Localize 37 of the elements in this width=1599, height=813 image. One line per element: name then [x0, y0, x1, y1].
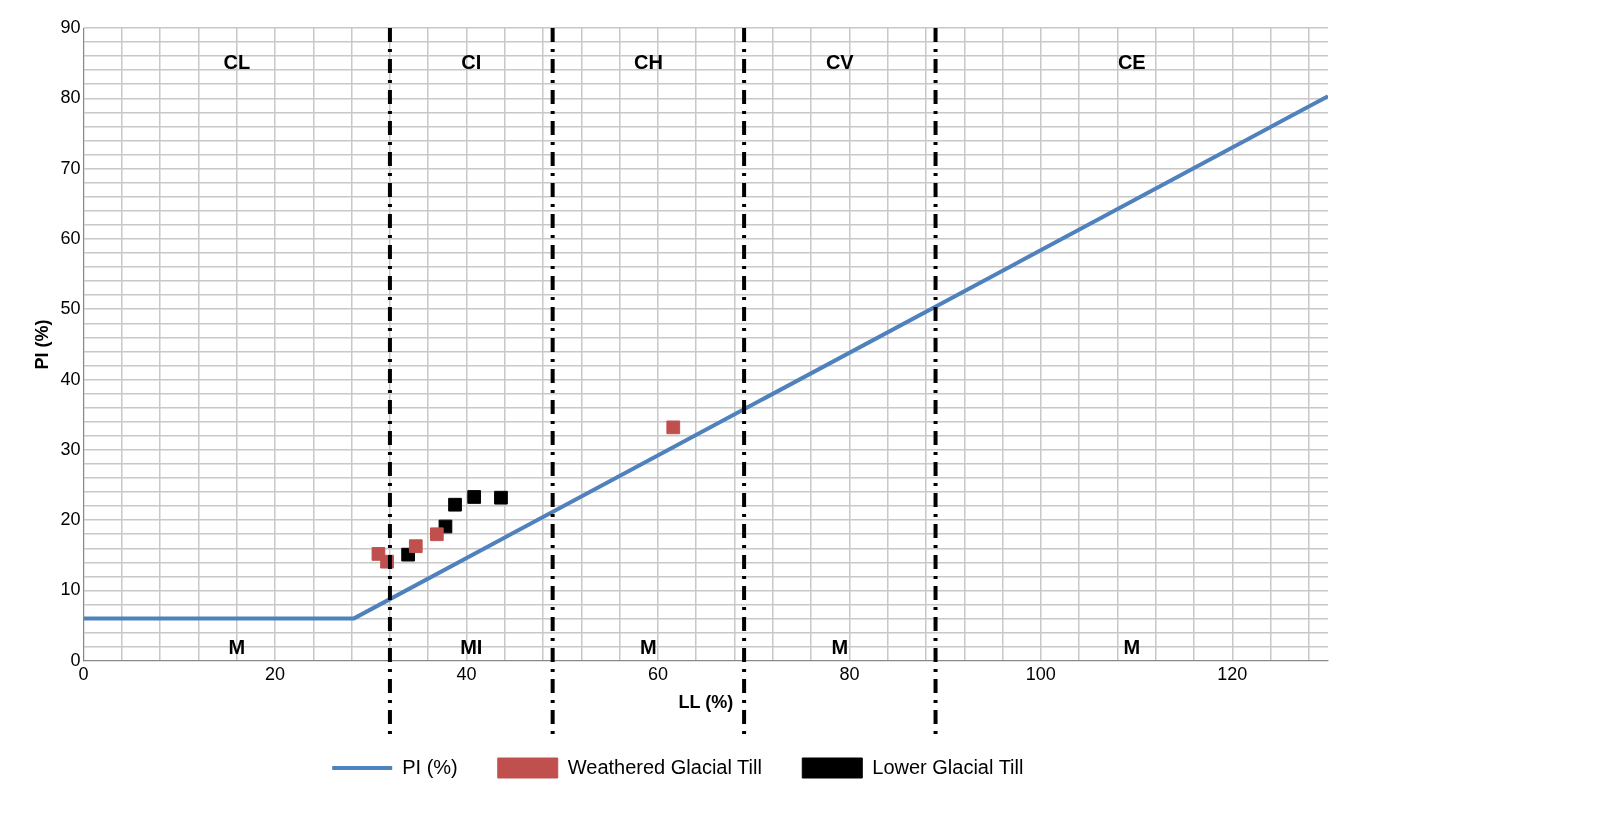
point: [467, 490, 482, 504]
y-tick-label: 40: [60, 368, 81, 389]
y-tick-label: 70: [60, 157, 81, 178]
x-tick-label: 60: [647, 663, 668, 684]
point: [429, 527, 444, 542]
x-tick-label: 120: [1217, 663, 1248, 684]
annotation: M: [228, 636, 246, 659]
annotation: CL: [223, 50, 251, 73]
legend-label: Lower Glacial Till: [872, 755, 1024, 778]
y-tick-label: 10: [60, 579, 81, 600]
y-tick-label: 30: [60, 438, 81, 459]
x-tick-label: 80: [839, 663, 860, 684]
point: [666, 420, 681, 435]
annotation: MI: [460, 636, 483, 659]
annotation: CH: [633, 50, 663, 73]
legend-label: Weathered Glacial Till: [567, 755, 762, 778]
annotation: M: [640, 636, 657, 659]
x-axis-title: LL (%): [678, 692, 734, 713]
y-tick-label: 20: [60, 509, 81, 530]
point: [408, 539, 423, 554]
point: [494, 490, 508, 505]
y-axis-title: PI (%): [31, 319, 52, 370]
y-tick-label: 50: [60, 298, 81, 319]
x-tick-label: 40: [456, 663, 477, 684]
y-tick-label: 60: [60, 227, 81, 248]
y-tick-label: 90: [60, 16, 81, 37]
legend-label: PI (%): [402, 755, 458, 778]
point: [448, 497, 462, 512]
x-tick-label: 100: [1025, 663, 1056, 684]
annotation: CE: [1117, 50, 1146, 73]
annotation: CI: [461, 50, 482, 73]
annotation: M: [1123, 636, 1141, 659]
annotation: M: [831, 636, 849, 659]
x-tick-label: 20: [265, 663, 286, 684]
annotation: CV: [825, 50, 855, 73]
y-tick-label: 80: [60, 87, 81, 108]
y-tick-label: 0: [70, 649, 81, 670]
